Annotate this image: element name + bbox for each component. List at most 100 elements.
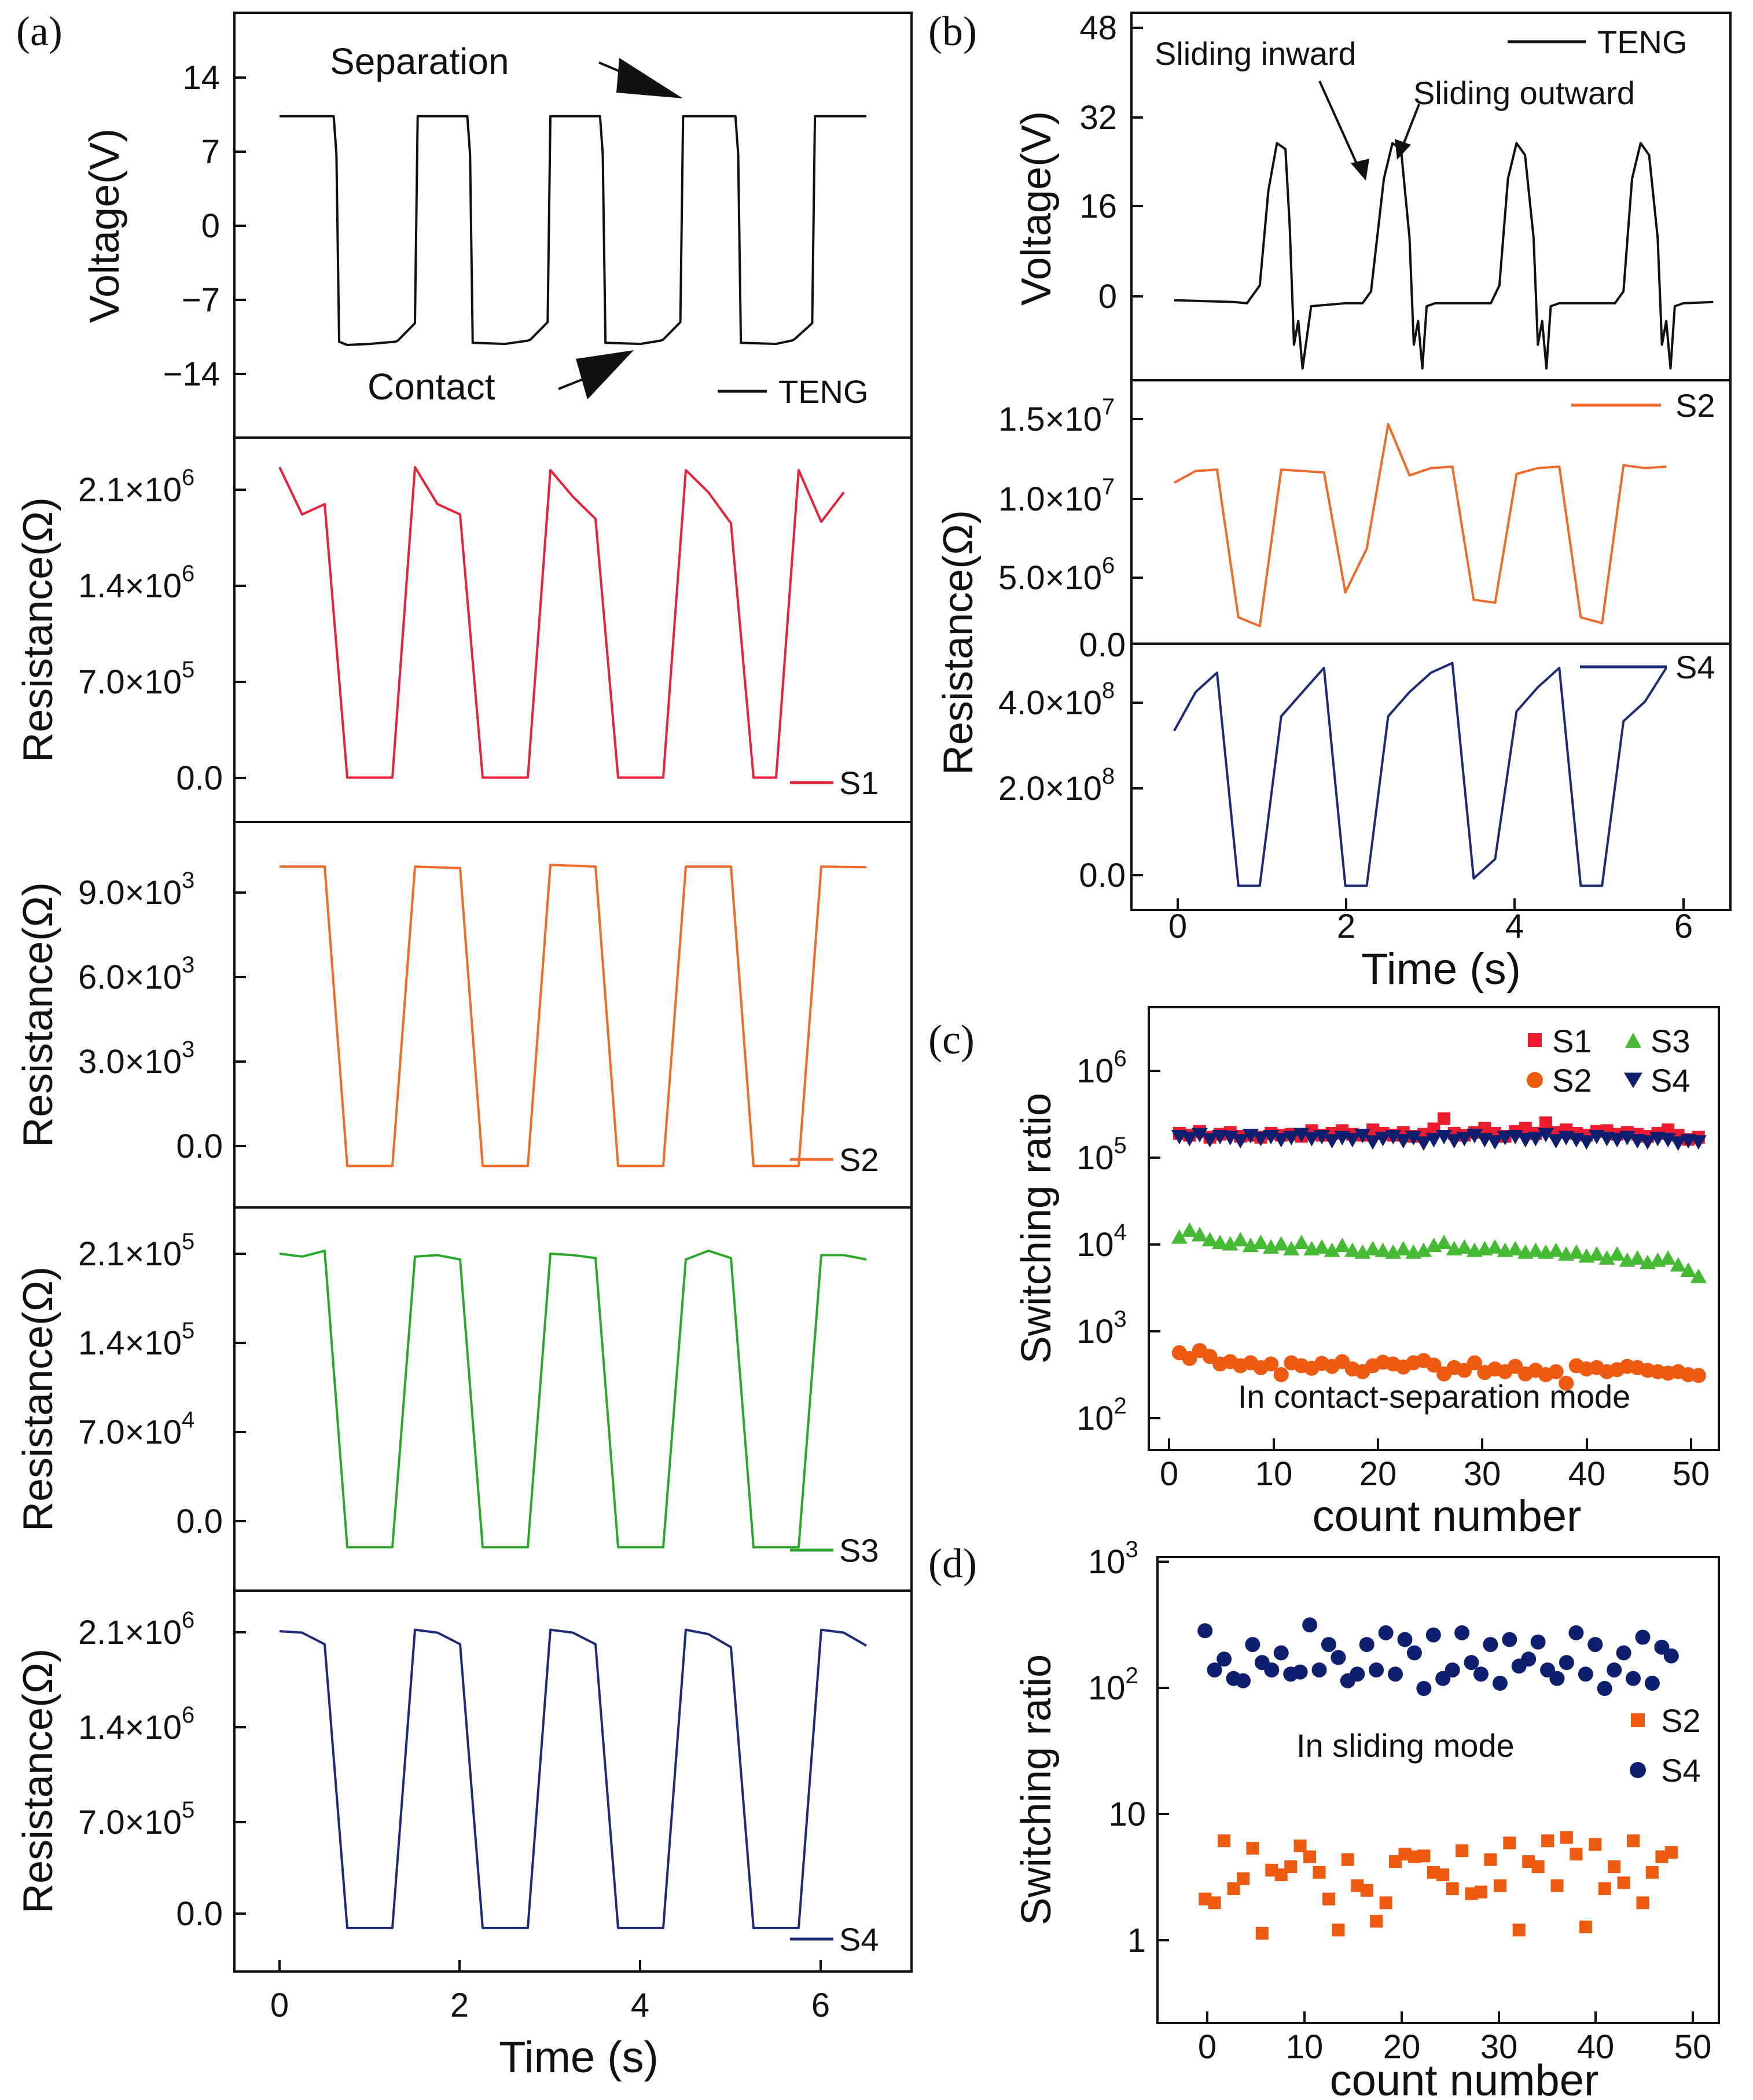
marker-d-s2 xyxy=(1208,1896,1221,1910)
a-xticks xyxy=(278,1960,822,1971)
marker-d-s4 xyxy=(1425,1627,1441,1643)
a-s2-ytick-label: 9.0×103 xyxy=(78,868,194,912)
marker-c-s4 xyxy=(1487,1135,1504,1150)
c-xtick-label: 40 xyxy=(1568,1455,1606,1493)
a-xtick-label: 4 xyxy=(631,1987,649,2024)
marker-d-s2 xyxy=(1246,1842,1259,1855)
marker-c-s4 xyxy=(1201,1133,1218,1148)
axes-frame-d xyxy=(1156,1556,1720,2024)
marker-d-s2 xyxy=(1293,1840,1307,1853)
marker-c-s3 xyxy=(1548,1242,1564,1257)
marker-c-s4 xyxy=(1578,1135,1595,1150)
b-teng-ylabel: Voltage(V) xyxy=(1013,111,1060,306)
marker-c-s1 xyxy=(1438,1112,1451,1125)
b-xtick-label: 2 xyxy=(1337,908,1355,945)
c-legend-marker-s2 xyxy=(1527,1072,1543,1088)
series-line-b-teng xyxy=(1174,142,1714,370)
a-teng-ylabel: Voltage(V) xyxy=(82,129,128,323)
marker-d-s4 xyxy=(1492,1676,1508,1691)
marker-c-s3 xyxy=(1680,1262,1697,1277)
d-legend-marker-s4 xyxy=(1630,1762,1646,1778)
marker-d-s2 xyxy=(1636,1896,1649,1910)
marker-c-s4 xyxy=(1517,1133,1534,1148)
a-teng-ytick-label: 0 xyxy=(201,207,220,245)
marker-d-s4 xyxy=(1626,1671,1641,1686)
marker-c-s2 xyxy=(1548,1364,1564,1379)
b-s4-ytick-label: 2.0×108 xyxy=(998,763,1115,807)
marker-d-s4 xyxy=(1473,1666,1489,1682)
d-legend-label-s4: S4 xyxy=(1661,1752,1701,1789)
marker-c-s4 xyxy=(1375,1132,1391,1147)
marker-c-s4 xyxy=(1314,1129,1331,1144)
b-s2-yticks xyxy=(1131,418,1143,579)
a-s3-ylabel: Resistance(Ω) xyxy=(15,1266,61,1532)
a-teng-ytick-label: −7 xyxy=(182,281,220,319)
b-xticks xyxy=(1177,898,1685,910)
marker-d-s2 xyxy=(1484,1853,1497,1866)
marker-d-s2 xyxy=(1664,1846,1678,1859)
a-s1-ytick-label: 2.1×106 xyxy=(78,465,194,509)
separation-arrow-head xyxy=(616,58,683,98)
marker-c-s4 xyxy=(1395,1134,1412,1149)
marker-c-s4 xyxy=(1690,1135,1707,1150)
c-xticks xyxy=(1168,1438,1692,1450)
marker-d-s4 xyxy=(1568,1625,1584,1640)
marker-c-s3 xyxy=(1507,1240,1524,1255)
a-s3-ytick-label: 7.0×104 xyxy=(78,1407,194,1451)
a-s1-legend-label: S1 xyxy=(839,765,879,801)
a-s3-ytick-label: 1.4×105 xyxy=(78,1318,194,1362)
c-xtick-label: 50 xyxy=(1673,1455,1710,1493)
marker-c-s3 xyxy=(1314,1239,1331,1254)
marker-d-s4 xyxy=(1197,1623,1213,1639)
marker-c-s4 xyxy=(1385,1129,1402,1144)
marker-d-s4 xyxy=(1388,1666,1403,1682)
marker-c-s4 xyxy=(1497,1130,1513,1146)
marker-d-s2 xyxy=(1436,1868,1450,1881)
marker-d-s2 xyxy=(1237,1872,1249,1885)
marker-d-s4 xyxy=(1483,1637,1498,1653)
marker-d-s2 xyxy=(1608,1860,1621,1873)
c-ylabel: Switching ratio xyxy=(1013,1093,1060,1364)
b-s4-ytick-label: 4.0×108 xyxy=(998,678,1115,722)
marker-c-s4 xyxy=(1405,1130,1422,1146)
marker-d-s2 xyxy=(1379,1896,1392,1910)
b-xtick-label: 0 xyxy=(1168,908,1187,945)
marker-c-s3 xyxy=(1364,1240,1381,1255)
marker-c-s3 xyxy=(1201,1232,1218,1247)
b-teng-legend-label: TENG xyxy=(1597,24,1688,60)
d-annotation: In sliding mode xyxy=(1296,1727,1515,1764)
marker-d-s2 xyxy=(1645,1866,1659,1879)
marker-d-s4 xyxy=(1549,1671,1565,1686)
a-s2-ytick-label: 3.0×103 xyxy=(78,1037,194,1081)
marker-c-s4 xyxy=(1252,1132,1269,1147)
marker-d-s4 xyxy=(1635,1629,1651,1645)
a-xtick-label: 2 xyxy=(450,1987,469,2024)
c-legend-label-s1: S1 xyxy=(1552,1023,1592,1059)
marker-d-s4 xyxy=(1502,1632,1517,1647)
marker-c-s3 xyxy=(1283,1240,1300,1255)
marker-c-s4 xyxy=(1283,1130,1300,1146)
marker-c-s4 xyxy=(1456,1132,1473,1147)
contact-arrow-head xyxy=(576,350,634,399)
marker-c-s3 xyxy=(1181,1222,1198,1237)
c-yticks xyxy=(1149,1070,1160,1419)
marker-c-s4 xyxy=(1303,1132,1320,1147)
d-xtick-label: 20 xyxy=(1383,2028,1421,2066)
a-s2-ytick-label: 0.0 xyxy=(176,1128,223,1165)
d-xtick-label: 50 xyxy=(1674,2028,1712,2066)
a-xlabel: Time (s) xyxy=(499,2033,659,2082)
d-ytick-label: 102 xyxy=(1088,1663,1138,1707)
marker-d-s4 xyxy=(1530,1634,1546,1650)
marker-d-s2 xyxy=(1579,1921,1592,1933)
marker-d-s4 xyxy=(1236,1673,1251,1688)
marker-d-s4 xyxy=(1654,1639,1670,1655)
marker-d-s2 xyxy=(1589,1838,1602,1851)
annotation-contact: Contact xyxy=(367,366,495,407)
marker-d-s2 xyxy=(1550,1879,1564,1892)
b-s4-yticks xyxy=(1131,702,1143,876)
annotation-sliding-outward: Sliding outward xyxy=(1413,75,1635,111)
b-teng-yticks xyxy=(1131,27,1143,298)
marker-c-s3 xyxy=(1588,1246,1605,1261)
d-ytick-label: 103 xyxy=(1088,1537,1138,1581)
d-ylabel: Switching ratio xyxy=(1013,1654,1060,1925)
